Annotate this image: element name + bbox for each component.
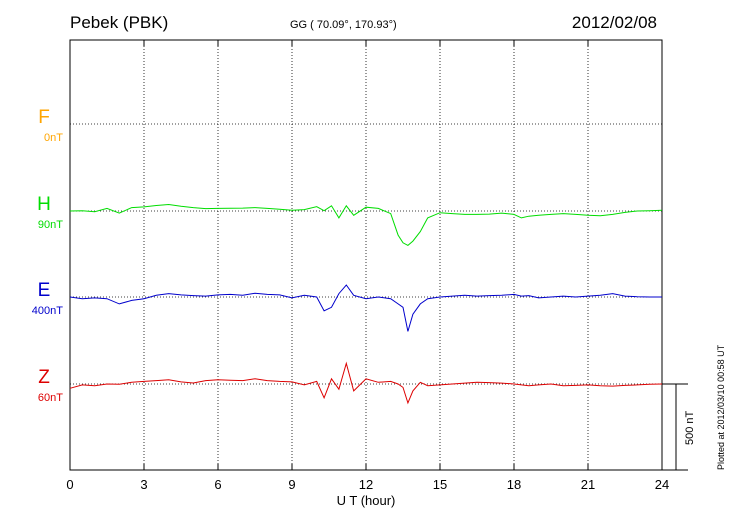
series-label-e: E: [38, 280, 51, 301]
x-tick-label: 21: [581, 477, 595, 492]
station-title: Pebek (PBK): [70, 13, 168, 32]
series-scale-e: 400nT: [32, 305, 63, 317]
x-tick-label: 24: [655, 477, 669, 492]
date-label: 2012/02/08: [572, 13, 657, 32]
series-label-z: Z: [38, 367, 50, 388]
series-scale-h: 90nT: [38, 219, 63, 231]
x-tick-label: 9: [288, 477, 295, 492]
x-tick-label: 15: [433, 477, 447, 492]
series-line-e: [69, 284, 662, 332]
series-labels: F 0nT H 90nT E 400nT Z 60nT: [32, 107, 63, 404]
series-scale-z: 60nT: [38, 392, 63, 404]
series-label-h: H: [37, 194, 51, 215]
scale-bar-label: 500 nT: [684, 410, 696, 445]
x-ticks: [69, 40, 663, 470]
x-tick-label: 12: [359, 477, 373, 492]
x-tick-labels: 0 3 6 9 12 15 18 21 24: [66, 477, 669, 492]
coords-subtitle: GG ( 70.09°, 170.93°): [290, 19, 397, 31]
series-scale-f: 0nT: [44, 132, 63, 144]
series-label-f: F: [38, 107, 50, 128]
plot-frame: [69, 39, 663, 471]
x-tick-label: 18: [507, 477, 521, 492]
x-tick-label: 0: [66, 477, 73, 492]
series-lines: [69, 203, 663, 405]
x-axis-label: U T (hour): [337, 493, 396, 508]
x-tick-label: 3: [140, 477, 147, 492]
x-tick-label: 6: [214, 477, 221, 492]
series-line-z: [69, 361, 663, 405]
plotted-note: Plotted at 2012/03/10 00:58 UT: [716, 344, 726, 470]
series-line-h: [69, 203, 663, 247]
vertical-gridlines: [143, 40, 589, 470]
